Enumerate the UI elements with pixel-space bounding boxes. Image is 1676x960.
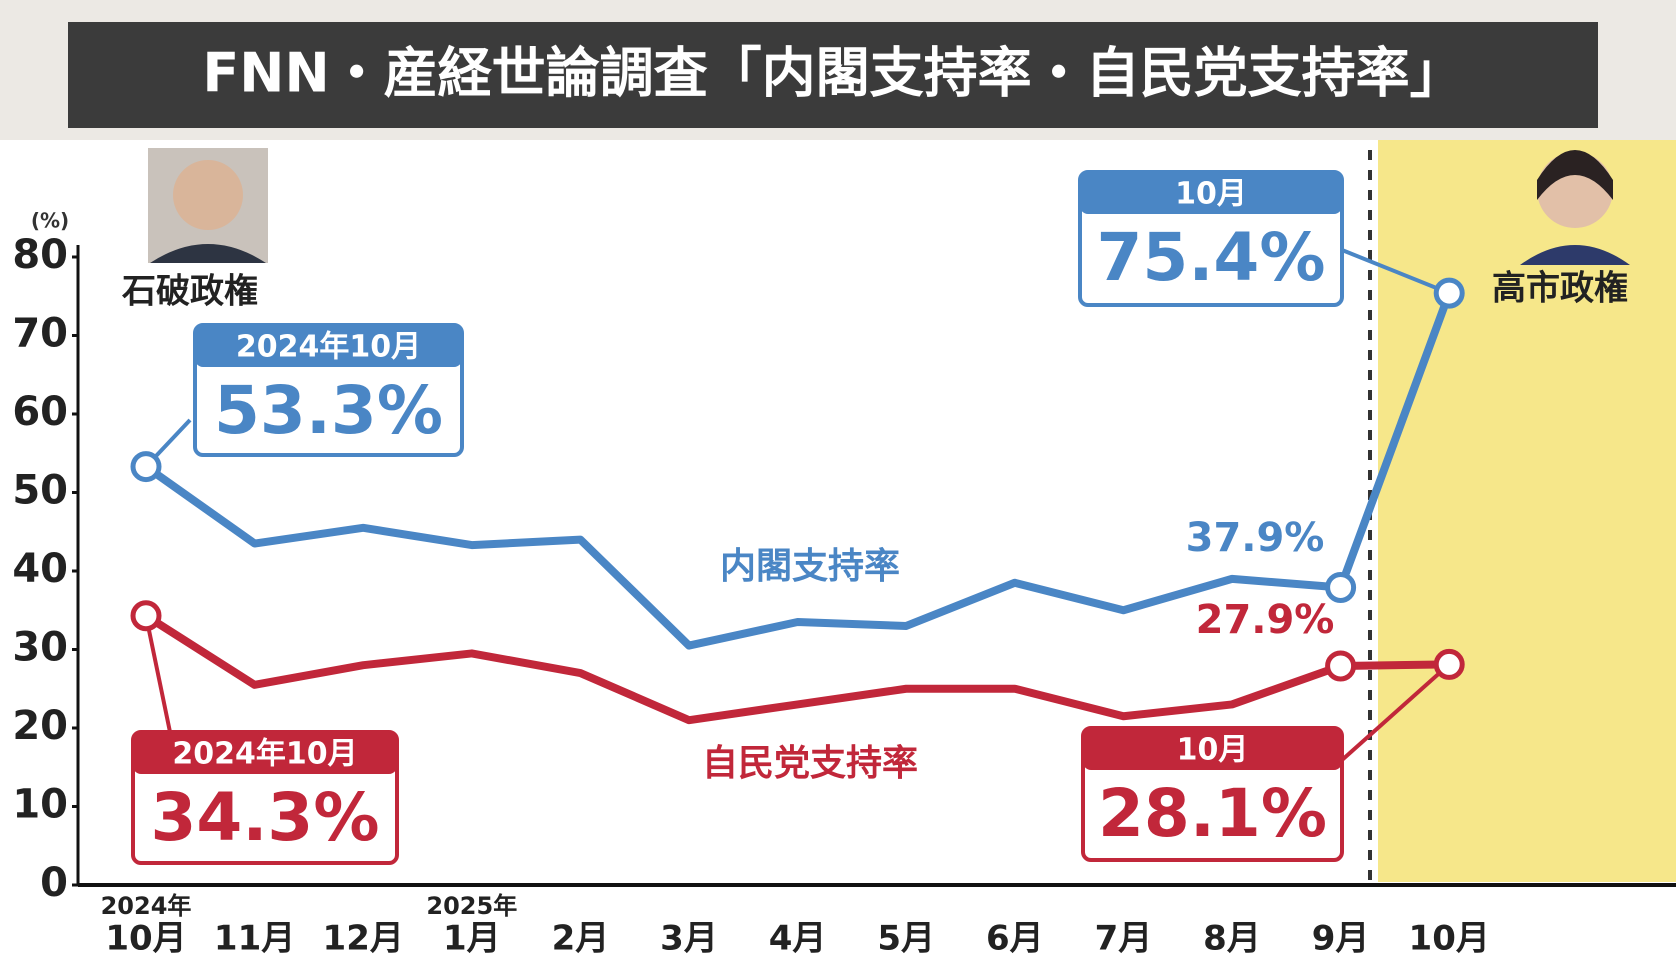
title-bar — [68, 22, 1598, 128]
value-label: 37.9% — [1186, 515, 1325, 561]
x-tick-label: 7月 — [1095, 919, 1153, 959]
callout-header — [195, 325, 462, 367]
callout-pointer — [1341, 248, 1450, 295]
photo-suit — [1520, 245, 1630, 265]
y-tick-label: 70 — [12, 311, 68, 357]
x-tick-label: 3月 — [660, 919, 718, 959]
y-tick-label: 60 — [12, 389, 68, 435]
callout-header-text: 2024年10月 — [172, 737, 357, 772]
x-tick-label: 8月 — [1203, 919, 1261, 959]
photo-left — [148, 148, 268, 263]
x-tick-label: 10月 — [105, 919, 186, 959]
value-label: 28.1% — [1098, 775, 1327, 852]
photo-hair — [1537, 150, 1613, 200]
photo-suit — [150, 244, 266, 263]
value-label: 34.3% — [151, 779, 380, 856]
point-marker — [1433, 648, 1465, 680]
y-tick-label: 10 — [12, 782, 68, 828]
callout-header — [1083, 728, 1342, 770]
point-marker — [130, 451, 162, 483]
x-tick-label: 10月 — [1409, 919, 1490, 959]
x-tick-label: 4月 — [769, 919, 827, 959]
y-tick-label: 0 — [40, 860, 68, 906]
point-marker — [1325, 571, 1357, 603]
era-label: 石破政権 — [121, 272, 258, 312]
callout-header-text: 10月 — [1175, 177, 1247, 212]
x-tick-label: 11月 — [214, 919, 295, 959]
y-unit-label: (%) — [31, 209, 69, 233]
x-tick-label: 9月 — [1312, 919, 1370, 959]
point-marker — [1433, 277, 1465, 309]
callout-header-text: 10月 — [1177, 733, 1249, 768]
x-tick-label: 1月 — [443, 919, 501, 959]
value-label: 53.3% — [214, 372, 443, 449]
photo-right — [1520, 150, 1630, 265]
series-line — [143, 612, 1450, 725]
era-shading — [1378, 140, 1676, 882]
value-label: 75.4% — [1097, 219, 1326, 296]
value-label: 27.9% — [1196, 597, 1335, 643]
series-label: 内閣支持率 — [720, 546, 900, 587]
callout-header — [1080, 172, 1342, 214]
series-label: 自民党支持率 — [702, 743, 918, 784]
callout-header-text: 2024年10月 — [236, 330, 421, 365]
point-marker — [130, 600, 162, 632]
x-tick-label: 6月 — [986, 919, 1044, 959]
x-tick-label: 2月 — [552, 919, 610, 959]
callout-pointer — [144, 615, 172, 733]
point-marker — [1325, 650, 1357, 682]
x-tick-label: 5月 — [877, 919, 935, 959]
y-tick-label: 30 — [12, 625, 68, 671]
chart-title: FNN・産経世論調査「内閣支持率・自民党支持率」 — [202, 42, 1463, 105]
x-tick-label: 12月 — [323, 919, 404, 959]
x-year-label: 2024年 — [101, 892, 192, 920]
y-tick-label: 80 — [12, 232, 68, 278]
era-label: 高市政権 — [1492, 269, 1628, 309]
y-tick-label: 20 — [12, 703, 68, 749]
series-line — [143, 291, 1453, 650]
y-tick-label: 40 — [12, 546, 68, 592]
callout-pointer — [1340, 662, 1451, 762]
photo-face — [173, 160, 243, 230]
callout-header — [133, 732, 397, 774]
x-year-label: 2025年 — [426, 892, 517, 920]
y-tick-label: 50 — [12, 468, 68, 514]
